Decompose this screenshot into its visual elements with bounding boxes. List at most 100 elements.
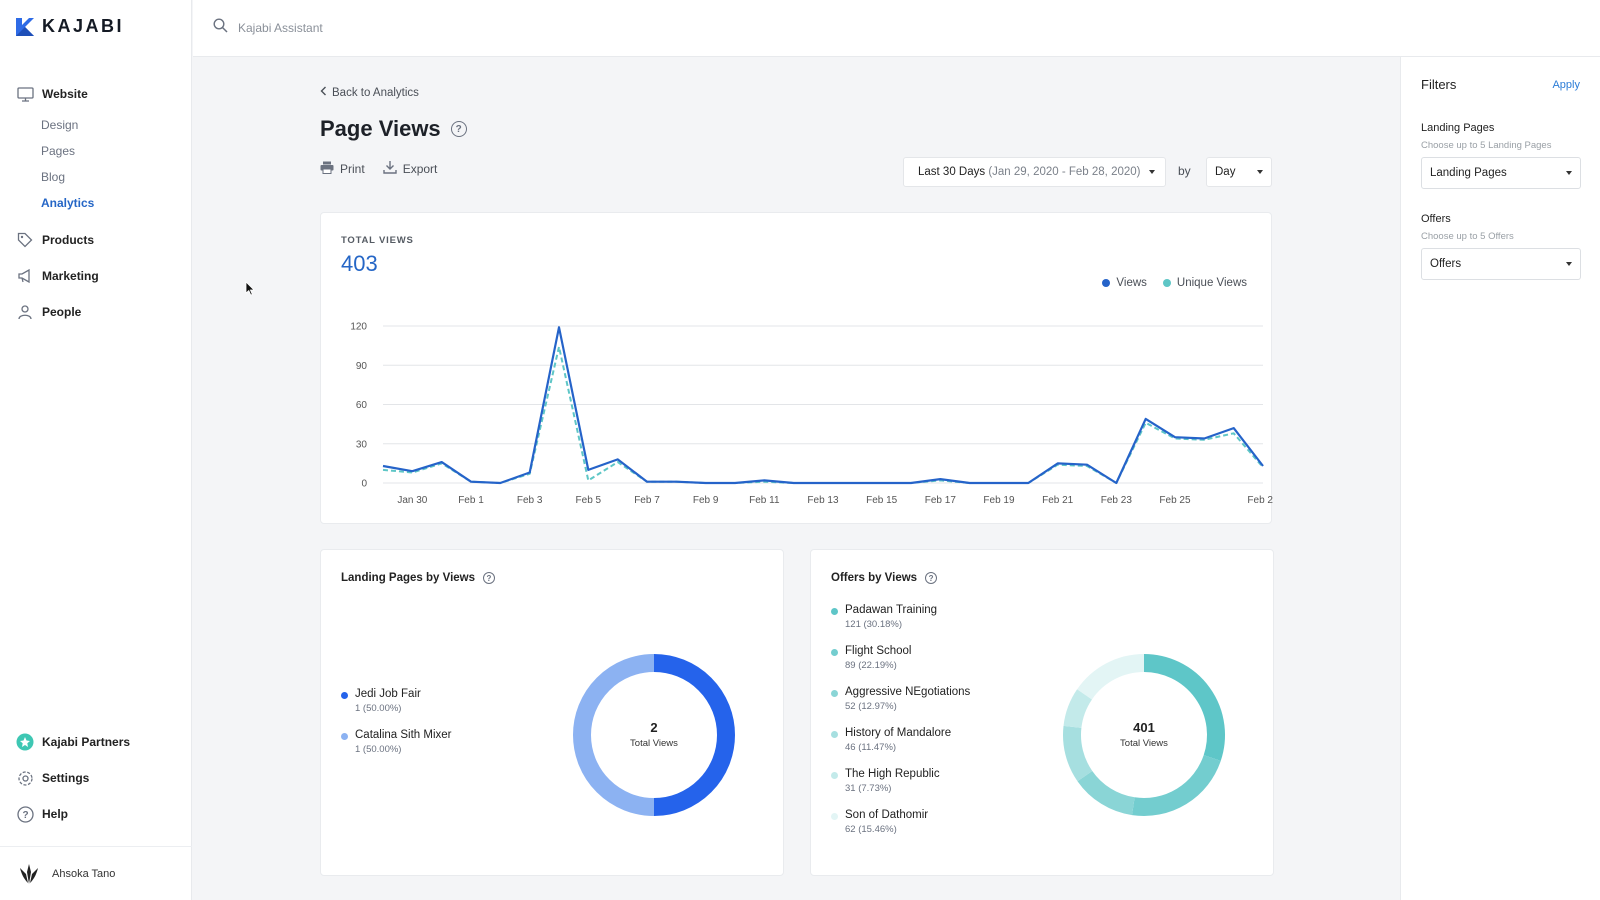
- nav-kajabi-partners[interactable]: Kajabi Partners: [0, 724, 192, 760]
- item-stat: 52 (12.97%): [845, 701, 897, 712]
- nav-people[interactable]: People: [0, 294, 192, 330]
- question-icon[interactable]: ?: [483, 572, 495, 584]
- x-tick-label: Feb 7: [634, 495, 660, 506]
- nav-website-label: Website: [42, 87, 88, 101]
- legend-dot: [831, 731, 838, 738]
- kajabi-logo[interactable]: KAJABI: [16, 16, 124, 37]
- nav-products[interactable]: Products: [0, 222, 192, 258]
- nav-settings[interactable]: Settings: [0, 760, 192, 796]
- print-button[interactable]: Print: [320, 160, 365, 177]
- nav-people-label: People: [42, 305, 82, 319]
- sidebar: KAJABI Website Design Pages Blog Analyti…: [0, 0, 192, 900]
- megaphone-icon: [16, 267, 34, 285]
- nav-website[interactable]: Website: [0, 76, 192, 112]
- landing-card-title: Landing Pages by Views ?: [341, 572, 495, 584]
- offers-select-value: Offers: [1430, 258, 1462, 270]
- export-label: Export: [402, 161, 438, 176]
- legend-views-dot: [1102, 279, 1111, 287]
- nav-blog[interactable]: Blog: [41, 170, 66, 184]
- filters-panel: Filters Apply Landing Pages Choose up to…: [1400, 57, 1600, 900]
- x-tick-label: Feb 15: [866, 495, 898, 506]
- legend-dot: [831, 649, 838, 656]
- x-tick-label: Feb 11: [749, 495, 780, 506]
- item-stat: 121 (30.18%): [845, 619, 903, 630]
- legend-dot: [341, 692, 348, 699]
- list-item[interactable]: Jedi Job Fair 1 (50.00%): [341, 688, 452, 714]
- user-name: Ahsoka Tano: [52, 867, 116, 880]
- back-to-analytics-link[interactable]: Back to Analytics: [320, 86, 419, 99]
- y-tick-label: 30: [356, 439, 368, 450]
- list-item[interactable]: Padawan Training 121 (30.18%): [831, 604, 970, 630]
- y-tick-label: 60: [356, 400, 368, 411]
- donut-segment: [573, 654, 655, 816]
- caret-down-icon: [1149, 170, 1155, 174]
- list-item[interactable]: Son of Dathomir 62 (15.46%): [831, 809, 970, 835]
- item-stat: 89 (22.19%): [845, 660, 897, 671]
- list-item[interactable]: Flight School 89 (22.19%): [831, 645, 970, 671]
- nav-design[interactable]: Design: [41, 118, 79, 132]
- total-views-label: TOTAL VIEWS: [341, 235, 414, 246]
- interval-select[interactable]: Day: [1206, 157, 1272, 187]
- page-views-line-chart: 0 30 60 90 120 Jan 30 Feb 1 Feb 3 Feb 5 Feb 7 Feb …: [350, 322, 1273, 507]
- landing-pages-select[interactable]: Landing Pages: [1421, 157, 1581, 189]
- date-range-select[interactable]: Last 30 Days (Jan 29, 2020 - Feb 28, 202…: [903, 157, 1166, 187]
- legend-dot: [831, 813, 838, 820]
- item-stat: 1 (50.00%): [355, 744, 402, 755]
- kajabi-logo-icon: [16, 17, 34, 36]
- apply-filters-button[interactable]: Apply: [1552, 78, 1580, 91]
- legend-views-label: Views: [1116, 277, 1147, 289]
- donut-segment: [1063, 725, 1093, 782]
- nav-analytics[interactable]: Analytics: [41, 196, 95, 210]
- nav-help-label: Help: [42, 807, 69, 821]
- top-bar: [193, 0, 1600, 57]
- question-icon[interactable]: ?: [925, 572, 938, 584]
- download-icon: [382, 160, 397, 177]
- list-item[interactable]: Catalina Sith Mixer 1 (50.00%): [341, 729, 452, 755]
- assistant-search-input[interactable]: [238, 21, 638, 35]
- chevron-left-icon: [320, 86, 327, 99]
- landing-donut-center: 2 Total Views: [594, 720, 714, 749]
- offers-filter-hint: Choose up to 5 Offers: [1421, 231, 1514, 242]
- landing-donut-chart: [573, 654, 735, 816]
- x-tick-label: Feb 5: [576, 495, 602, 506]
- list-item[interactable]: Aggressive NEgotiations 52 (12.97%): [831, 686, 970, 712]
- nav-help[interactable]: ? Help: [0, 796, 192, 832]
- x-tick-label: Feb 17: [925, 495, 957, 506]
- views-series-line: [382, 326, 1264, 485]
- offers-select[interactable]: Offers: [1421, 248, 1581, 280]
- question-icon[interactable]: ?: [450, 121, 467, 137]
- offers-card: Offers by Views ? Padawan Training 121 (3…: [810, 549, 1274, 876]
- print-label: Print: [340, 161, 365, 176]
- x-tick-label: Feb 1: [458, 495, 484, 506]
- list-item[interactable]: History of Mandalore 46 (11.47%): [831, 727, 970, 753]
- legend-unique-views[interactable]: Unique Views: [1162, 277, 1247, 289]
- item-name: Flight School: [845, 645, 912, 657]
- help-icon: ?: [16, 805, 34, 823]
- item-name: The High Republic: [845, 768, 940, 780]
- landing-legend-list: Jedi Job Fair 1 (50.00%) Catalina Sith Mix…: [341, 688, 452, 770]
- caret-down-icon: [1257, 170, 1263, 174]
- x-tick-label: Feb 23: [1101, 495, 1133, 506]
- nav-marketing-label: Marketing: [42, 269, 99, 283]
- brand-name: KAJABI: [42, 16, 125, 36]
- gear-icon: [16, 769, 34, 787]
- y-tick-label: 0: [361, 479, 367, 490]
- legend-unique-dot: [1162, 279, 1171, 287]
- legend-views[interactable]: Views: [1102, 277, 1147, 289]
- donut-segment: [1143, 654, 1225, 761]
- legend-dot: [831, 690, 838, 697]
- search-icon: [213, 18, 228, 38]
- nav-pages[interactable]: Pages: [41, 144, 76, 158]
- x-tick-label: Feb 21: [1042, 495, 1074, 506]
- user-profile[interactable]: Ahsoka Tano: [0, 846, 192, 900]
- item-name: Jedi Job Fair: [355, 688, 421, 700]
- legend-dot: [831, 608, 838, 615]
- monitor-icon: [16, 85, 34, 103]
- list-item[interactable]: The High Republic 31 (7.73%): [831, 768, 970, 794]
- nav-marketing[interactable]: Marketing: [0, 258, 192, 294]
- export-button[interactable]: Export: [382, 160, 438, 177]
- landing-total-value: 2: [650, 720, 658, 735]
- y-tick-label: 120: [350, 322, 367, 333]
- legend-dot: [341, 733, 348, 740]
- item-stat: 1 (50.00%): [355, 703, 402, 714]
